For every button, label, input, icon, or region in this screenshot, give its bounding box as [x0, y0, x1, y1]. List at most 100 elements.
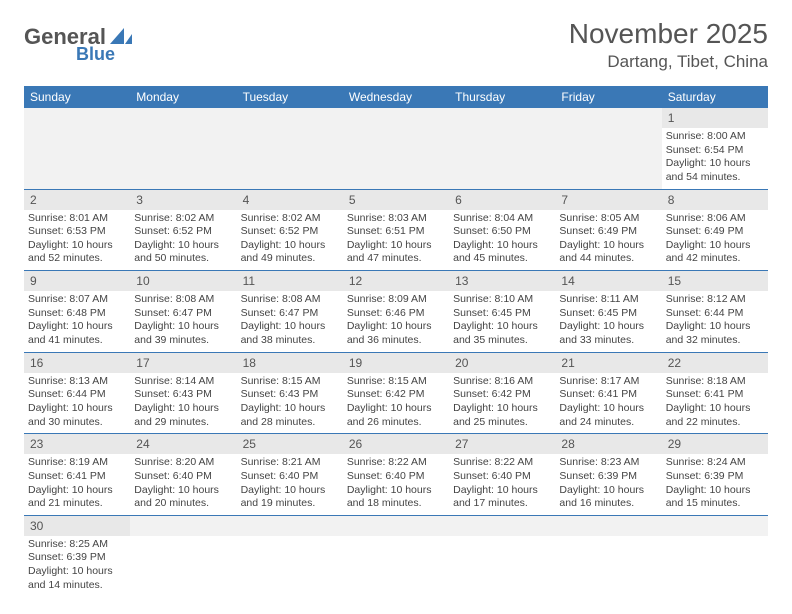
day-number-cell: 4 — [237, 189, 343, 210]
sunset-line: Sunset: 6:48 PM — [28, 307, 126, 321]
sunset-line: Sunset: 6:42 PM — [347, 388, 445, 402]
day-detail-cell: Sunrise: 8:15 AMSunset: 6:43 PMDaylight:… — [237, 373, 343, 434]
daylight-line: Daylight: 10 hours and 33 minutes. — [559, 320, 657, 347]
daylight-line: Daylight: 10 hours and 22 minutes. — [666, 402, 764, 429]
sunset-line: Sunset: 6:47 PM — [241, 307, 339, 321]
sunrise-line: Sunrise: 8:11 AM — [559, 293, 657, 307]
sunset-line: Sunset: 6:41 PM — [666, 388, 764, 402]
day-number-cell: 10 — [130, 271, 236, 292]
day-number-cell: 23 — [24, 434, 130, 455]
day-detail-cell: Sunrise: 8:25 AMSunset: 6:39 PMDaylight:… — [24, 536, 130, 597]
sunset-line: Sunset: 6:41 PM — [28, 470, 126, 484]
sunrise-line: Sunrise: 8:06 AM — [666, 212, 764, 226]
sunrise-line: Sunrise: 8:02 AM — [134, 212, 232, 226]
sunset-line: Sunset: 6:40 PM — [453, 470, 551, 484]
sunset-line: Sunset: 6:39 PM — [666, 470, 764, 484]
sunset-line: Sunset: 6:52 PM — [134, 225, 232, 239]
day-number-cell: 29 — [662, 434, 768, 455]
sunset-line: Sunset: 6:44 PM — [28, 388, 126, 402]
day-number-cell: 9 — [24, 271, 130, 292]
col-saturday: Saturday — [662, 86, 768, 108]
day-detail-cell: Sunrise: 8:00 AMSunset: 6:54 PMDaylight:… — [662, 128, 768, 189]
day-detail-cell: Sunrise: 8:23 AMSunset: 6:39 PMDaylight:… — [555, 454, 661, 515]
day-detail-cell: Sunrise: 8:14 AMSunset: 6:43 PMDaylight:… — [130, 373, 236, 434]
day-detail-cell: Sunrise: 8:07 AMSunset: 6:48 PMDaylight:… — [24, 291, 130, 352]
day-detail-cell: Sunrise: 8:18 AMSunset: 6:41 PMDaylight:… — [662, 373, 768, 434]
day-detail-cell — [555, 128, 661, 189]
sunset-line: Sunset: 6:42 PM — [453, 388, 551, 402]
daylight-line: Daylight: 10 hours and 35 minutes. — [453, 320, 551, 347]
day-detail-cell: Sunrise: 8:20 AMSunset: 6:40 PMDaylight:… — [130, 454, 236, 515]
day-number-cell — [130, 515, 236, 536]
daylight-line: Daylight: 10 hours and 19 minutes. — [241, 484, 339, 511]
col-thursday: Thursday — [449, 86, 555, 108]
day-number-cell: 18 — [237, 352, 343, 373]
daylight-line: Daylight: 10 hours and 44 minutes. — [559, 239, 657, 266]
day-detail-cell — [237, 536, 343, 597]
daylight-line: Daylight: 10 hours and 24 minutes. — [559, 402, 657, 429]
daylight-line: Daylight: 10 hours and 29 minutes. — [134, 402, 232, 429]
detail-row: Sunrise: 8:07 AMSunset: 6:48 PMDaylight:… — [24, 291, 768, 352]
sunrise-line: Sunrise: 8:15 AM — [241, 375, 339, 389]
day-detail-cell: Sunrise: 8:03 AMSunset: 6:51 PMDaylight:… — [343, 210, 449, 271]
sunrise-line: Sunrise: 8:00 AM — [666, 130, 764, 144]
sunrise-line: Sunrise: 8:09 AM — [347, 293, 445, 307]
day-detail-cell: Sunrise: 8:10 AMSunset: 6:45 PMDaylight:… — [449, 291, 555, 352]
day-detail-cell: Sunrise: 8:08 AMSunset: 6:47 PMDaylight:… — [130, 291, 236, 352]
sunrise-line: Sunrise: 8:05 AM — [559, 212, 657, 226]
day-number-cell — [130, 108, 236, 128]
day-detail-cell — [555, 536, 661, 597]
day-number-cell — [343, 108, 449, 128]
month-title: November 2025 — [569, 18, 768, 50]
day-detail-cell: Sunrise: 8:02 AMSunset: 6:52 PMDaylight:… — [237, 210, 343, 271]
day-number-cell — [555, 515, 661, 536]
daylight-line: Daylight: 10 hours and 49 minutes. — [241, 239, 339, 266]
daylight-line: Daylight: 10 hours and 50 minutes. — [134, 239, 232, 266]
header: General Blue November 2025 Dartang, Tibe… — [24, 18, 768, 72]
day-detail-cell — [130, 536, 236, 597]
day-number-cell: 24 — [130, 434, 236, 455]
sunrise-line: Sunrise: 8:23 AM — [559, 456, 657, 470]
daylight-line: Daylight: 10 hours and 38 minutes. — [241, 320, 339, 347]
day-detail-cell: Sunrise: 8:12 AMSunset: 6:44 PMDaylight:… — [662, 291, 768, 352]
day-detail-cell: Sunrise: 8:13 AMSunset: 6:44 PMDaylight:… — [24, 373, 130, 434]
day-number-cell — [237, 108, 343, 128]
day-number-cell: 2 — [24, 189, 130, 210]
sunrise-line: Sunrise: 8:13 AM — [28, 375, 126, 389]
day-number-cell — [237, 515, 343, 536]
logo-text-blue: Blue — [76, 44, 115, 65]
location: Dartang, Tibet, China — [569, 52, 768, 72]
sunset-line: Sunset: 6:45 PM — [453, 307, 551, 321]
sunrise-line: Sunrise: 8:16 AM — [453, 375, 551, 389]
daylight-line: Daylight: 10 hours and 30 minutes. — [28, 402, 126, 429]
day-detail-cell: Sunrise: 8:05 AMSunset: 6:49 PMDaylight:… — [555, 210, 661, 271]
daylight-line: Daylight: 10 hours and 39 minutes. — [134, 320, 232, 347]
day-detail-cell — [343, 536, 449, 597]
daynum-row: 9101112131415 — [24, 271, 768, 292]
sunset-line: Sunset: 6:51 PM — [347, 225, 445, 239]
sunrise-line: Sunrise: 8:17 AM — [559, 375, 657, 389]
daylight-line: Daylight: 10 hours and 16 minutes. — [559, 484, 657, 511]
day-number-cell: 1 — [662, 108, 768, 128]
sunrise-line: Sunrise: 8:07 AM — [28, 293, 126, 307]
day-detail-cell: Sunrise: 8:22 AMSunset: 6:40 PMDaylight:… — [343, 454, 449, 515]
sunset-line: Sunset: 6:50 PM — [453, 225, 551, 239]
sunset-line: Sunset: 6:39 PM — [28, 551, 126, 565]
day-detail-cell: Sunrise: 8:04 AMSunset: 6:50 PMDaylight:… — [449, 210, 555, 271]
day-detail-cell: Sunrise: 8:19 AMSunset: 6:41 PMDaylight:… — [24, 454, 130, 515]
day-number-cell: 3 — [130, 189, 236, 210]
daylight-line: Daylight: 10 hours and 41 minutes. — [28, 320, 126, 347]
sunset-line: Sunset: 6:49 PM — [559, 225, 657, 239]
day-detail-cell — [449, 536, 555, 597]
day-detail-cell: Sunrise: 8:15 AMSunset: 6:42 PMDaylight:… — [343, 373, 449, 434]
day-number-cell: 14 — [555, 271, 661, 292]
day-detail-cell: Sunrise: 8:11 AMSunset: 6:45 PMDaylight:… — [555, 291, 661, 352]
sunrise-line: Sunrise: 8:03 AM — [347, 212, 445, 226]
day-number-cell: 19 — [343, 352, 449, 373]
sunrise-line: Sunrise: 8:01 AM — [28, 212, 126, 226]
day-number-cell: 13 — [449, 271, 555, 292]
col-friday: Friday — [555, 86, 661, 108]
detail-row: Sunrise: 8:25 AMSunset: 6:39 PMDaylight:… — [24, 536, 768, 597]
day-number-cell — [449, 515, 555, 536]
daylight-line: Daylight: 10 hours and 21 minutes. — [28, 484, 126, 511]
